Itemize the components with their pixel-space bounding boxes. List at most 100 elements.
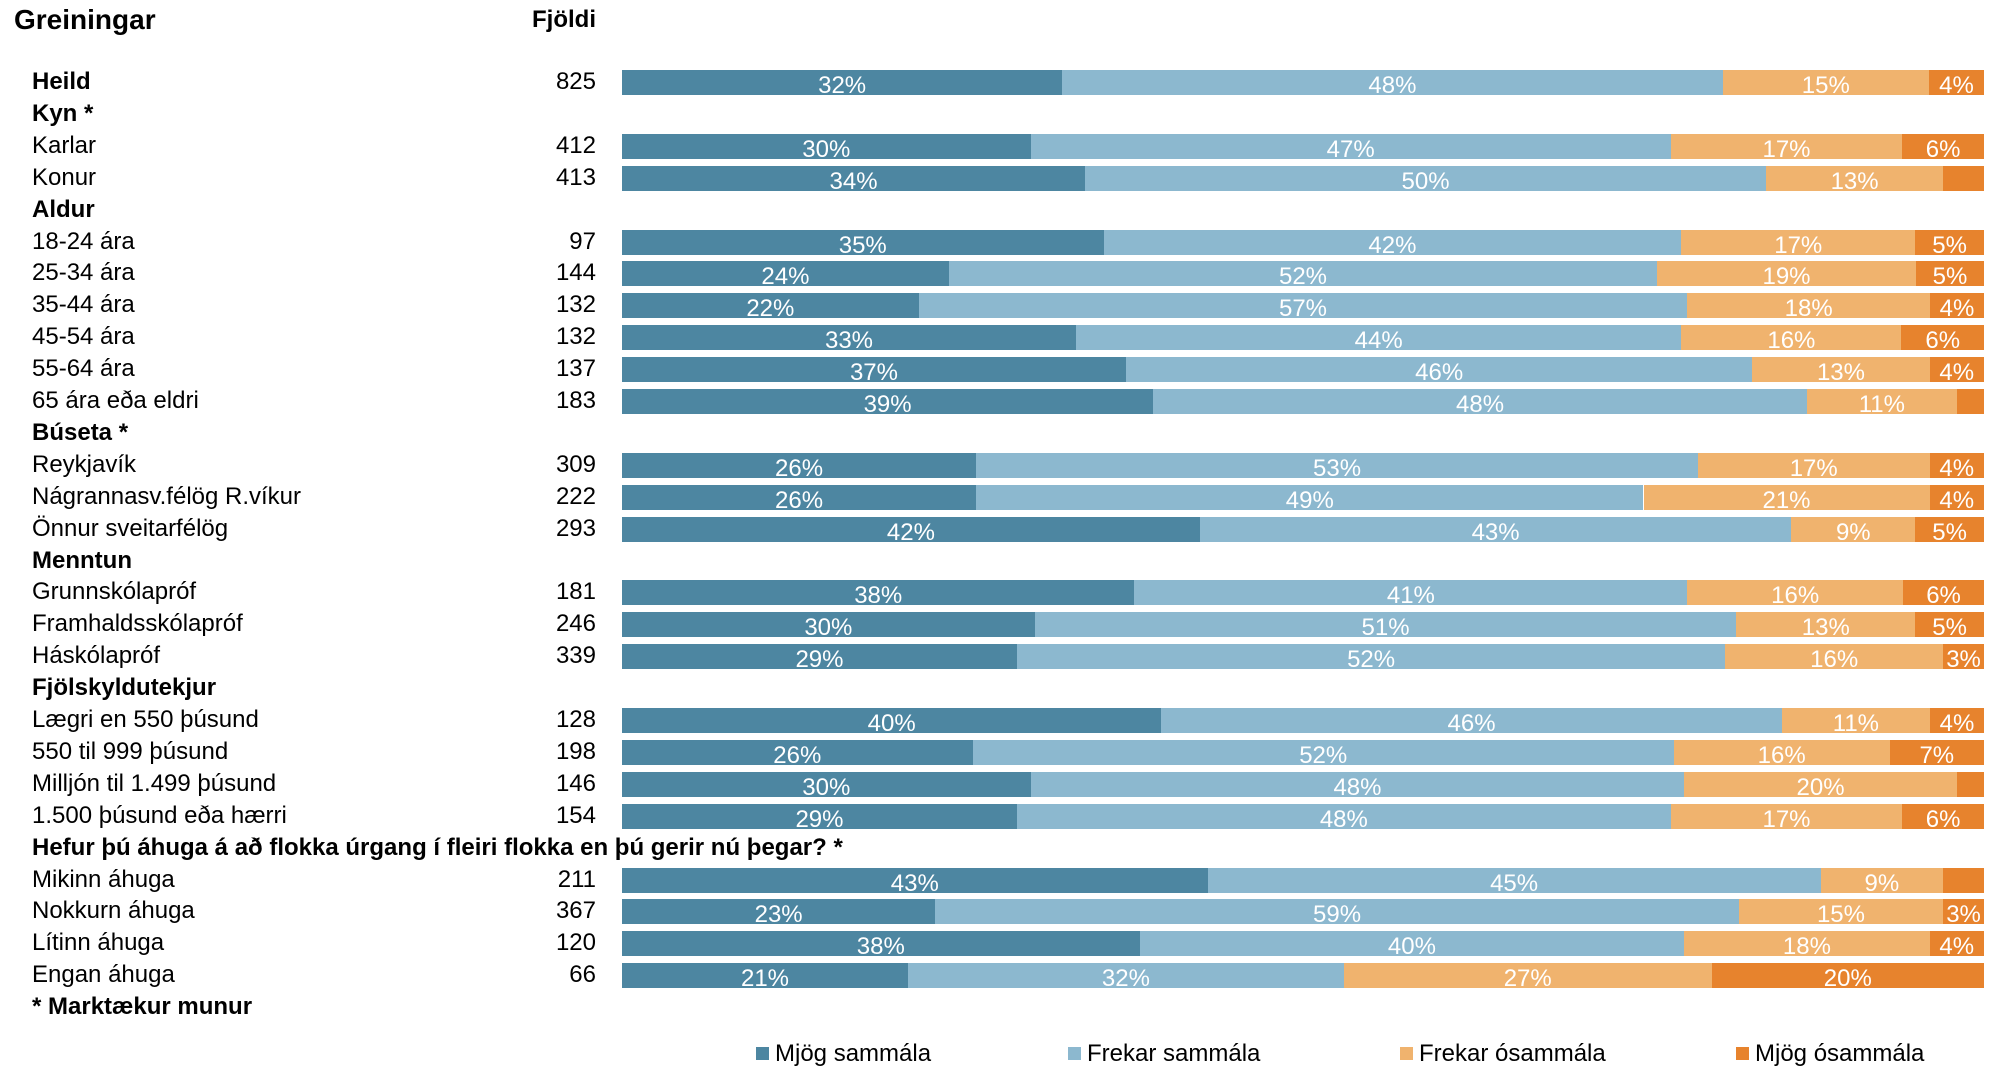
row-count: 181 xyxy=(555,578,596,606)
group-label: Aldur xyxy=(32,195,95,223)
bar-segment-mjög-ósammála xyxy=(1903,580,1984,606)
row-count: 309 xyxy=(555,450,596,478)
bar-segment-frekar-sammála xyxy=(1016,803,1671,829)
legend-swatch xyxy=(756,1047,769,1060)
data-label: 3% xyxy=(1946,901,1981,925)
bar-segment-mjög-sammála xyxy=(622,963,909,989)
legend-item: Frekar ósammála xyxy=(1400,1040,1606,1068)
bar-segment-frekar-ósammála xyxy=(1697,452,1930,478)
row-label: 1.500 þúsund eða hærri xyxy=(32,801,287,829)
legend-label: Mjög sammála xyxy=(775,1040,932,1067)
row-count: 211 xyxy=(557,865,596,893)
data-label: 18% xyxy=(1782,933,1831,957)
legend-item: Mjög ósammála xyxy=(1736,1040,1924,1068)
row-count: 412 xyxy=(555,131,596,159)
data-label: 40% xyxy=(867,710,916,733)
bar-segment-mjög-sammála xyxy=(622,612,1035,638)
bar-segment-mjög-ósammála xyxy=(1930,293,1984,319)
group-label: Kyn * xyxy=(32,99,94,127)
bar-segment-mjög-ósammála xyxy=(1915,261,1984,287)
bar-segment-frekar-sammála xyxy=(972,739,1674,765)
data-label: 15% xyxy=(1801,72,1850,95)
bar-segment-frekar-sammála xyxy=(1034,612,1737,638)
data-label: 32% xyxy=(818,72,867,95)
bar-segment-frekar-ósammála xyxy=(1670,133,1903,159)
bar-segment-frekar-sammála xyxy=(1161,708,1782,733)
bar-segment-frekar-ósammála xyxy=(1820,867,1944,893)
footnote: * Marktækur munur xyxy=(32,993,253,1021)
data-label: 20% xyxy=(1796,773,1845,797)
row-count: 246 xyxy=(555,610,596,638)
data-label: 5% xyxy=(1932,231,1967,255)
data-label: 16% xyxy=(1810,646,1859,670)
bar-segment-frekar-ósammála xyxy=(1670,803,1903,829)
bar-segment-mjög-ósammála xyxy=(1915,229,1984,255)
row-count: 367 xyxy=(555,897,596,925)
data-label: 18% xyxy=(1784,295,1833,319)
bar-segment-frekar-sammála xyxy=(976,484,1644,510)
bar-segment-mjög-ósammála xyxy=(1943,899,1984,925)
bar-segment-mjög-sammála xyxy=(622,644,1017,670)
bar-segment-frekar-sammála xyxy=(1103,229,1682,255)
data-label: 35% xyxy=(838,231,887,255)
bar-segment-mjög-sammála xyxy=(622,708,1162,733)
bar-segment-frekar-sammála xyxy=(1076,325,1682,351)
bar-segment-frekar-ósammála xyxy=(1684,931,1930,957)
bar-segment-mjög-ósammála xyxy=(1902,133,1984,159)
data-label: 29% xyxy=(795,646,844,670)
bar-segment-frekar-ósammála xyxy=(1806,389,1957,414)
row-label: 550 til 999 þúsund xyxy=(32,737,229,765)
row-label: Nágrannasv.félög R.víkur xyxy=(32,482,302,510)
data-label: 4% xyxy=(1939,486,1975,510)
bar-segment-frekar-ósammála xyxy=(1791,516,1916,542)
bar-segment-mjög-ósammála xyxy=(1929,357,1984,383)
data-label: 13% xyxy=(1816,359,1865,383)
row-count: 198 xyxy=(555,737,596,765)
data-label: 46% xyxy=(1415,359,1464,383)
data-label: 4% xyxy=(1939,710,1975,733)
data-label: 24% xyxy=(761,263,810,287)
bar-segment-mjög-sammála xyxy=(622,739,973,765)
row-count: 97 xyxy=(569,227,596,255)
row-label: Háskólapróf xyxy=(32,642,161,670)
data-label: 26% xyxy=(775,454,824,478)
data-label: 17% xyxy=(1774,231,1823,255)
row-count: 137 xyxy=(555,355,596,383)
data-label: 5% xyxy=(1932,518,1967,542)
bar-segment-frekar-ósammála xyxy=(1687,293,1931,319)
data-label: 59% xyxy=(1313,901,1362,925)
data-label: 44% xyxy=(1354,327,1403,351)
data-label: 13% xyxy=(1801,614,1850,638)
data-label: 17% xyxy=(1762,135,1811,159)
data-label: 5% xyxy=(1932,614,1967,638)
bar-segment-frekar-sammála xyxy=(1153,389,1807,414)
row-label: Framhaldsskólapróf xyxy=(32,610,243,638)
legend-label: Mjög ósammála xyxy=(1755,1040,1925,1067)
data-label: 17% xyxy=(1762,805,1811,829)
bar-segment-frekar-ósammála xyxy=(1681,229,1916,255)
row-count: 132 xyxy=(555,291,596,319)
bar-segment-mjög-sammála xyxy=(622,133,1031,159)
bar-segment-mjög-sammála xyxy=(622,771,1031,797)
bar-segment-mjög-sammála xyxy=(622,452,977,478)
group-label: Heild xyxy=(32,68,91,95)
data-label: 26% xyxy=(775,486,824,510)
row-label: 65 ára eða eldri xyxy=(32,387,199,414)
row-count: 120 xyxy=(555,929,596,957)
bar-segment-frekar-sammála xyxy=(948,261,1658,287)
bar-segment-frekar-ósammála xyxy=(1684,771,1957,797)
group-label: Fjölskyldutekjur xyxy=(32,674,217,702)
bar-segment-frekar-sammála xyxy=(935,899,1739,925)
bar-segment-frekar-ósammála xyxy=(1752,357,1930,383)
data-label: 57% xyxy=(1278,295,1328,319)
data-label: 47% xyxy=(1326,135,1375,159)
data-label: 9% xyxy=(1864,869,1900,893)
data-label: 23% xyxy=(754,901,803,925)
legend-swatch xyxy=(1068,1047,1081,1060)
bar-segment-mjög-sammála xyxy=(622,931,1140,957)
row-count: 339 xyxy=(555,642,596,670)
bar-segment-frekar-sammála xyxy=(1030,771,1685,797)
bar-segment-frekar-sammála xyxy=(918,293,1688,319)
bar-segment-frekar-sammála xyxy=(1134,580,1688,606)
